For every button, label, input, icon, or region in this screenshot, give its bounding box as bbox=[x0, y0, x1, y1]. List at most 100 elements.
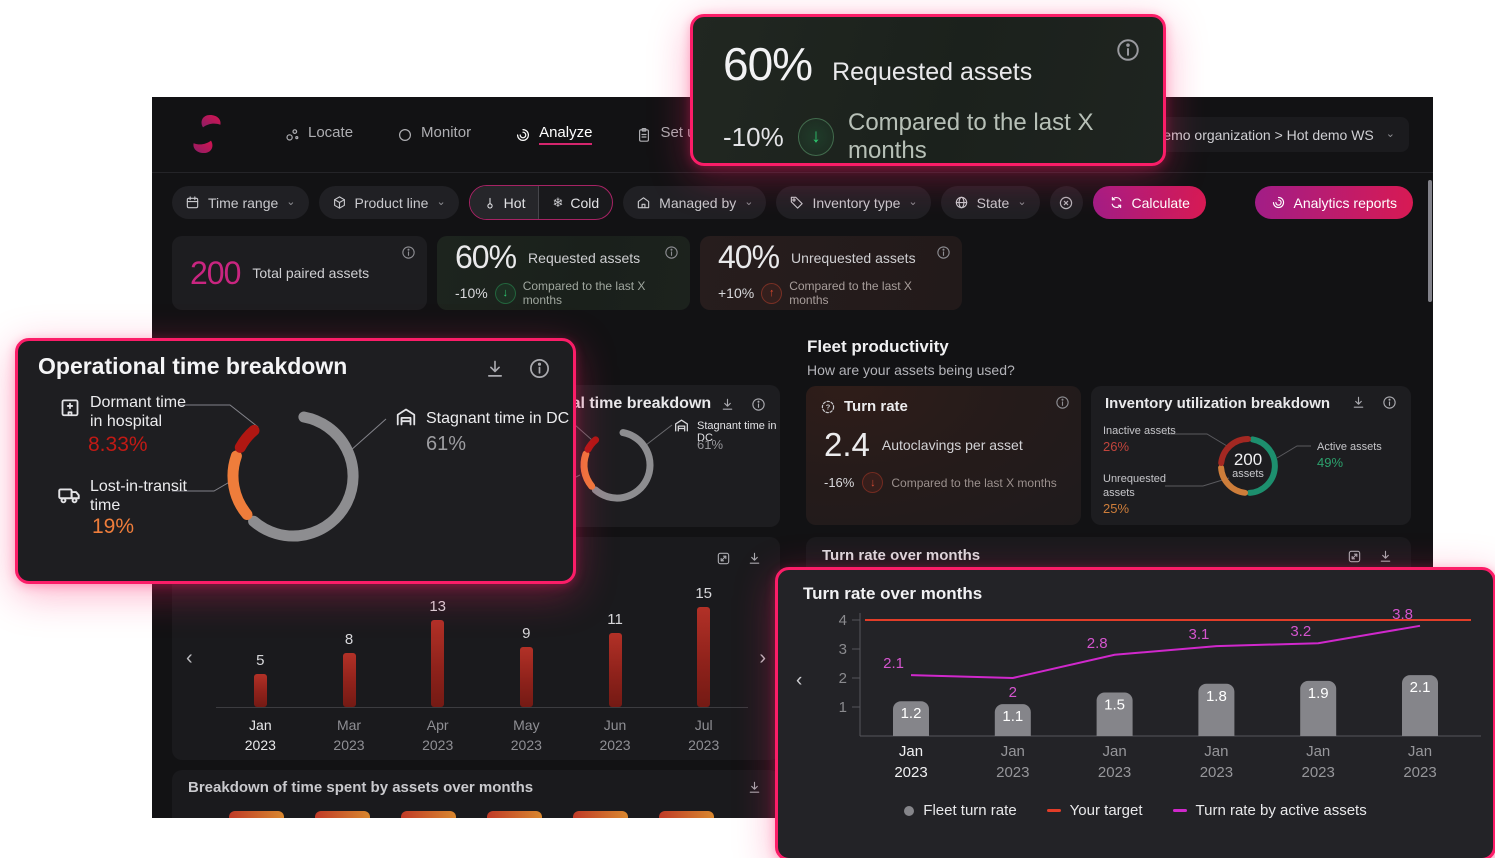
x-axis-label: Mar 2023 bbox=[333, 717, 365, 754]
info-icon[interactable] bbox=[528, 357, 551, 380]
bar-column: 15 bbox=[659, 585, 748, 707]
bar bbox=[1198, 683, 1235, 736]
bar bbox=[1402, 675, 1438, 736]
scrollbar[interactable] bbox=[1428, 180, 1432, 302]
toggle-hot[interactable]: Hot bbox=[469, 186, 540, 219]
locate-icon bbox=[286, 128, 299, 141]
donut-segment bbox=[584, 436, 600, 453]
time-breakdown-by-month-card: Breakdown of time spent by assets over m… bbox=[172, 770, 780, 818]
download-icon[interactable] bbox=[484, 357, 506, 380]
donut-value-dormant: 8.33% bbox=[88, 433, 148, 456]
info-icon[interactable] bbox=[1382, 395, 1397, 410]
filter-inventory-type[interactable]: Inventory type ⌄ bbox=[776, 186, 931, 219]
donut-value-unrequested: 25% bbox=[1103, 501, 1130, 516]
turn-rate-compare: Compared to the last X months bbox=[891, 475, 1057, 490]
warehouse-icon bbox=[394, 405, 418, 429]
stat-delta: -10% bbox=[455, 285, 488, 301]
chevron-right-icon[interactable]: › bbox=[759, 647, 766, 669]
svg-text:1.8: 1.8 bbox=[1206, 688, 1227, 705]
calculate-button[interactable]: Calculate bbox=[1092, 186, 1206, 219]
legend-label: Fleet turn rate bbox=[923, 802, 1017, 819]
donut-label-transit: Lost-in-transit time bbox=[90, 478, 187, 515]
legend-marker bbox=[904, 805, 915, 816]
operational-donut-chart bbox=[227, 411, 359, 542]
inventory-utilization-card: Inventory utilization breakdown 200 asse… bbox=[1091, 386, 1411, 525]
warehouse-icon bbox=[673, 417, 690, 434]
callout-turn-rate-over-months: Turn rate over months ‹ 1 2 3 4 1.2 1.1 1.5 1.8… bbox=[775, 567, 1495, 858]
donut-segment bbox=[580, 450, 596, 490]
expand-icon[interactable] bbox=[716, 551, 731, 566]
donut-value-inactive: 26% bbox=[1103, 439, 1130, 454]
svg-text:1.2: 1.2 bbox=[901, 705, 922, 722]
info-icon[interactable] bbox=[1055, 395, 1070, 410]
download-icon[interactable] bbox=[720, 397, 735, 412]
bar bbox=[1300, 680, 1337, 736]
filter-time-range[interactable]: Time range ⌄ bbox=[172, 186, 309, 219]
filter-product-line[interactable]: Product line ⌄ bbox=[318, 186, 459, 219]
info-icon[interactable] bbox=[1115, 37, 1141, 63]
line-series bbox=[910, 624, 1421, 680]
donut-segment bbox=[1246, 436, 1278, 496]
info-icon[interactable] bbox=[401, 245, 416, 260]
donut-segment bbox=[1218, 464, 1248, 496]
chevron-down-icon: ⌄ bbox=[908, 196, 918, 208]
building-icon bbox=[637, 197, 650, 209]
nav-item-locate[interactable]: Locate bbox=[284, 124, 353, 145]
reset-filters-button[interactable] bbox=[1049, 186, 1083, 219]
nav-item-analyze[interactable]: Analyze bbox=[515, 124, 593, 145]
nav-item-monitor[interactable]: Monitor bbox=[397, 124, 471, 145]
info-icon[interactable] bbox=[751, 397, 766, 412]
bar bbox=[608, 633, 622, 707]
donut-label-dormant: Dormant time in hospital bbox=[90, 394, 187, 431]
thermometer-icon bbox=[487, 197, 493, 209]
svg-text:2.1: 2.1 bbox=[1410, 679, 1431, 696]
stat-value: 40% bbox=[718, 239, 780, 275]
bar-column: 9 bbox=[482, 625, 571, 707]
svg-text:2.8: 2.8 bbox=[1087, 635, 1108, 652]
arrow-up-icon: ↑ bbox=[761, 282, 783, 304]
workspace-selector[interactable]: Demo organization > Hot demo WS ⌄ bbox=[1139, 117, 1409, 152]
download-icon[interactable] bbox=[747, 551, 762, 566]
bar-value-label: 11 bbox=[607, 611, 623, 629]
bar bbox=[697, 606, 711, 707]
download-icon[interactable] bbox=[1351, 395, 1366, 410]
chevron-left-icon[interactable]: ‹ bbox=[186, 647, 193, 669]
donut-segment bbox=[234, 424, 260, 453]
bar-column: 5 bbox=[216, 652, 305, 707]
donut-value-active: 49% bbox=[1317, 455, 1344, 470]
callout-requested-assets: 60% Requested assets -10% ↓ Compared to … bbox=[690, 14, 1166, 166]
stats-row: 200 Total paired assets 60% Requested as… bbox=[172, 236, 962, 310]
stat-label: Unrequested assets bbox=[791, 249, 916, 266]
operational-donut-chart bbox=[580, 429, 654, 502]
svg-text:2: 2 bbox=[839, 670, 847, 687]
toggle-cold[interactable]: ❄ Cold bbox=[552, 194, 600, 211]
download-icon[interactable] bbox=[1378, 549, 1393, 564]
bar bbox=[229, 811, 284, 818]
x-axis-label: Jan 2023 bbox=[244, 717, 276, 754]
stat-card-total-paired-assets: 200 Total paired assets bbox=[172, 236, 427, 310]
info-icon[interactable] bbox=[936, 245, 951, 260]
legend-item: Turn rate by active assets bbox=[1172, 802, 1367, 819]
legend-marker bbox=[1172, 809, 1187, 812]
filter-managed-by[interactable]: Managed by ⌄ bbox=[623, 186, 767, 219]
chevron-left-icon[interactable]: ‹ bbox=[796, 670, 803, 691]
stat-compare: Compared to the last X months bbox=[522, 279, 646, 307]
card-title: Operational time breakdown bbox=[38, 353, 348, 379]
expand-icon[interactable] bbox=[1347, 549, 1362, 564]
info-icon[interactable] bbox=[664, 245, 679, 260]
app-logo-icon bbox=[185, 112, 229, 156]
svg-text:3.2: 3.2 bbox=[1290, 623, 1311, 640]
chevron-down-icon: ⌄ bbox=[1017, 196, 1027, 208]
analyze-icon bbox=[517, 128, 530, 141]
x-axis-label: Jan 2023 bbox=[996, 743, 1030, 781]
top-nav: Locate Monitor Analyze Set up Demo organ… bbox=[152, 97, 1433, 173]
analytics-reports-button[interactable]: Analytics reports bbox=[1254, 186, 1413, 219]
donut-label-unrequested: Unrequested assets bbox=[1103, 473, 1166, 500]
turn-rate-unit: Autoclavings per asset bbox=[881, 437, 1023, 453]
product-line-icon bbox=[333, 196, 345, 209]
x-axis-label: Apr 2023 bbox=[422, 717, 454, 754]
download-icon[interactable] bbox=[747, 780, 762, 795]
arrow-down-icon: ↓ bbox=[862, 472, 884, 493]
x-axis-label: Jan 2023 bbox=[1301, 743, 1335, 781]
filter-state[interactable]: State ⌄ bbox=[940, 186, 1040, 219]
